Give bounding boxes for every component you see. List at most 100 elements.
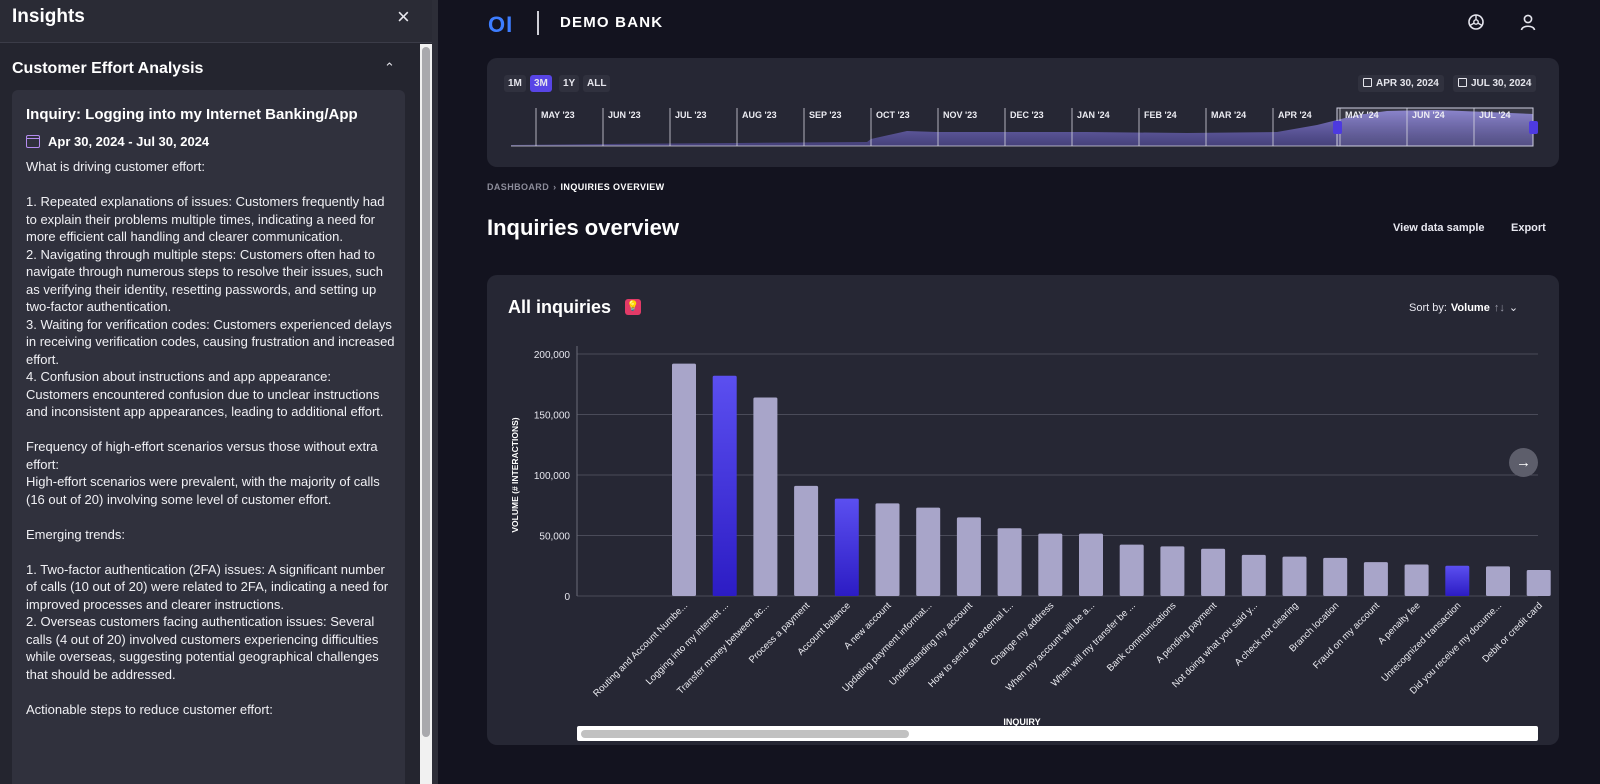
selection-handle-right[interactable]: [1529, 121, 1538, 134]
lightbulb-icon[interactable]: 💡: [625, 299, 641, 315]
x-tick-label: Not doing what you said y...: [1170, 600, 1260, 690]
card-title: Inquiry: Logging into my Internet Bankin…: [26, 106, 358, 123]
bank-name: DEMO BANK: [560, 14, 664, 31]
x-tick-label: Logging into my internet ...: [644, 600, 731, 687]
sort-dropdown[interactable]: Sort by: Volume ↑↓ ⌄: [1409, 301, 1518, 315]
bar[interactable]: [875, 503, 900, 596]
insight-paragraph: [26, 421, 396, 439]
start-date-picker[interactable]: APR 30, 2024: [1358, 75, 1444, 92]
bar[interactable]: [1160, 546, 1185, 596]
timeline-chart[interactable]: MAY '23 JUN '23 JUL '23 AUG '23 SEP '23 OCT '…: [487, 58, 1559, 167]
bar[interactable]: [1079, 533, 1103, 596]
x-tick-label: Bank communications: [1105, 600, 1179, 674]
bar[interactable]: [834, 498, 859, 596]
insight-paragraph: High-effort scenarios were prevalent, wi…: [26, 474, 380, 507]
bar[interactable]: [1038, 533, 1063, 596]
start-date-text: APR 30, 2024: [1376, 78, 1439, 89]
range-all-button[interactable]: ALL: [583, 75, 611, 92]
export-button[interactable]: Export: [1511, 222, 1546, 234]
close-icon[interactable]: ×: [397, 4, 410, 29]
main-area: OI DEMO BANK 1M 3M 1Y ALL APR 30, 2024 J…: [438, 0, 1600, 784]
timeline-month-label: NOV '23: [943, 110, 977, 120]
bar[interactable]: [997, 528, 1022, 596]
section-title: Customer Effort Analysis: [12, 60, 204, 77]
timeline-month-label: MAY '23: [541, 110, 575, 120]
insight-paragraph: 1. Repeated explanations of issues: Cust…: [26, 194, 385, 244]
insight-paragraph: 1. Two-factor authentication (2FA) issue…: [26, 561, 389, 612]
y-axis-label: VOLUME (# INTERACTIONS): [510, 417, 520, 532]
bar[interactable]: [1323, 557, 1348, 596]
insight-paragraph: [26, 543, 396, 561]
insight-paragraph: Emerging trends:: [26, 526, 125, 542]
calendar-icon: [1363, 78, 1372, 87]
bar[interactable]: [1445, 565, 1470, 596]
section-header[interactable]: Customer Effort Analysis ⌃: [12, 60, 408, 78]
bar[interactable]: [1201, 548, 1226, 596]
x-axis-label: INQUIRY: [1003, 717, 1040, 727]
bar[interactable]: [794, 485, 819, 596]
timeline-panel: 1M 3M 1Y ALL APR 30, 2024 JUL 30, 2024 M…: [487, 58, 1559, 167]
y-tick-label: 50,000: [539, 532, 570, 543]
bar[interactable]: [672, 363, 696, 596]
bar[interactable]: [1363, 562, 1388, 596]
insight-paragraph: 3. Waiting for verification codes: Custo…: [26, 316, 395, 367]
insights-panel: Insights × Customer Effort Analysis ⌃ In…: [0, 0, 436, 784]
chart-title: All inquiries: [508, 297, 612, 317]
breadcrumb-current: INQUIRIES OVERVIEW: [560, 182, 665, 192]
timeline-area: [511, 110, 1533, 146]
horizontal-scrollbar[interactable]: [577, 726, 1538, 741]
insight-paragraph: [26, 508, 396, 526]
calendar-icon: [1458, 78, 1467, 87]
insight-paragraph: 2. Navigating through multiple steps: Cu…: [26, 246, 383, 315]
y-tick-label: 150,000: [534, 411, 571, 422]
x-tick-label: Unrecognized transaction: [1379, 600, 1463, 684]
end-date-picker[interactable]: JUL 30, 2024: [1453, 75, 1537, 92]
insight-paragraph: What is driving customer effort:: [26, 159, 205, 174]
insight-card: Inquiry: Logging into my Internet Bankin…: [12, 90, 405, 784]
arrow-right-icon[interactable]: →: [1509, 448, 1538, 477]
view-data-sample-button[interactable]: View data sample: [1393, 222, 1485, 234]
range-1m-button[interactable]: 1M: [504, 75, 526, 92]
panel-divider[interactable]: [432, 0, 438, 784]
timeline-month-label: SEP '23: [809, 110, 842, 120]
range-3m-button[interactable]: 3M: [530, 75, 552, 92]
range-1y-button[interactable]: 1Y: [559, 75, 580, 92]
y-tick-label: 200,000: [534, 350, 571, 361]
inquiries-bar-chart: 0 50,000 100,000 150,000 200,000 VOLUME (# IN…: [510, 346, 1551, 727]
timeline-selection[interactable]: [1336, 107, 1534, 147]
insight-paragraph: Actionable steps to reduce customer effo…: [26, 701, 273, 717]
insights-title: Insights: [12, 6, 85, 27]
bar[interactable]: [916, 507, 941, 596]
bar[interactable]: [712, 375, 737, 596]
chevron-up-icon[interactable]: ⌃: [384, 60, 395, 75]
timeline-month-label: JUL '24: [1479, 110, 1511, 120]
insight-paragraph: 2. Overseas customers facing authenticat…: [26, 614, 379, 682]
settings-wheel-icon[interactable]: [1467, 13, 1485, 36]
x-tick-label: How to send an external t...: [926, 600, 1016, 690]
x-tick-label: Understanding my account: [887, 600, 975, 688]
bar[interactable]: [956, 517, 981, 596]
timeline-month-label: AUG '23: [742, 110, 777, 120]
x-tick-label: When will my transfer be ...: [1049, 600, 1138, 689]
bar[interactable]: [1486, 566, 1510, 596]
horizontal-scrollbar-thumb[interactable]: [581, 730, 909, 738]
date-range-text: Apr 30, 2024 - Jul 30, 2024: [48, 134, 210, 149]
bar[interactable]: [1119, 544, 1144, 596]
bar[interactable]: [1241, 554, 1266, 596]
sort-label: Sort by:: [1409, 301, 1447, 314]
bar[interactable]: [1404, 564, 1429, 596]
timeline-month-label: JUN '24: [1412, 110, 1445, 120]
logo[interactable]: OI: [488, 12, 514, 37]
breadcrumb-dashboard[interactable]: DASHBOARD: [487, 182, 550, 192]
bar[interactable]: [1282, 556, 1307, 596]
insights-scroll-area[interactable]: Customer Effort Analysis ⌃ Inquiry: Logg…: [0, 44, 420, 784]
sort-value: Volume: [1450, 301, 1490, 314]
bar[interactable]: [753, 397, 778, 596]
selection-handle-left[interactable]: [1333, 121, 1342, 134]
end-date-text: JUL 30, 2024: [1471, 78, 1532, 89]
breadcrumb: DASHBOARD › INQUIRIES OVERVIEW: [487, 182, 665, 192]
bar[interactable]: [1526, 569, 1551, 596]
user-icon[interactable]: [1519, 13, 1537, 36]
scrollbar-thumb[interactable]: [422, 47, 430, 737]
